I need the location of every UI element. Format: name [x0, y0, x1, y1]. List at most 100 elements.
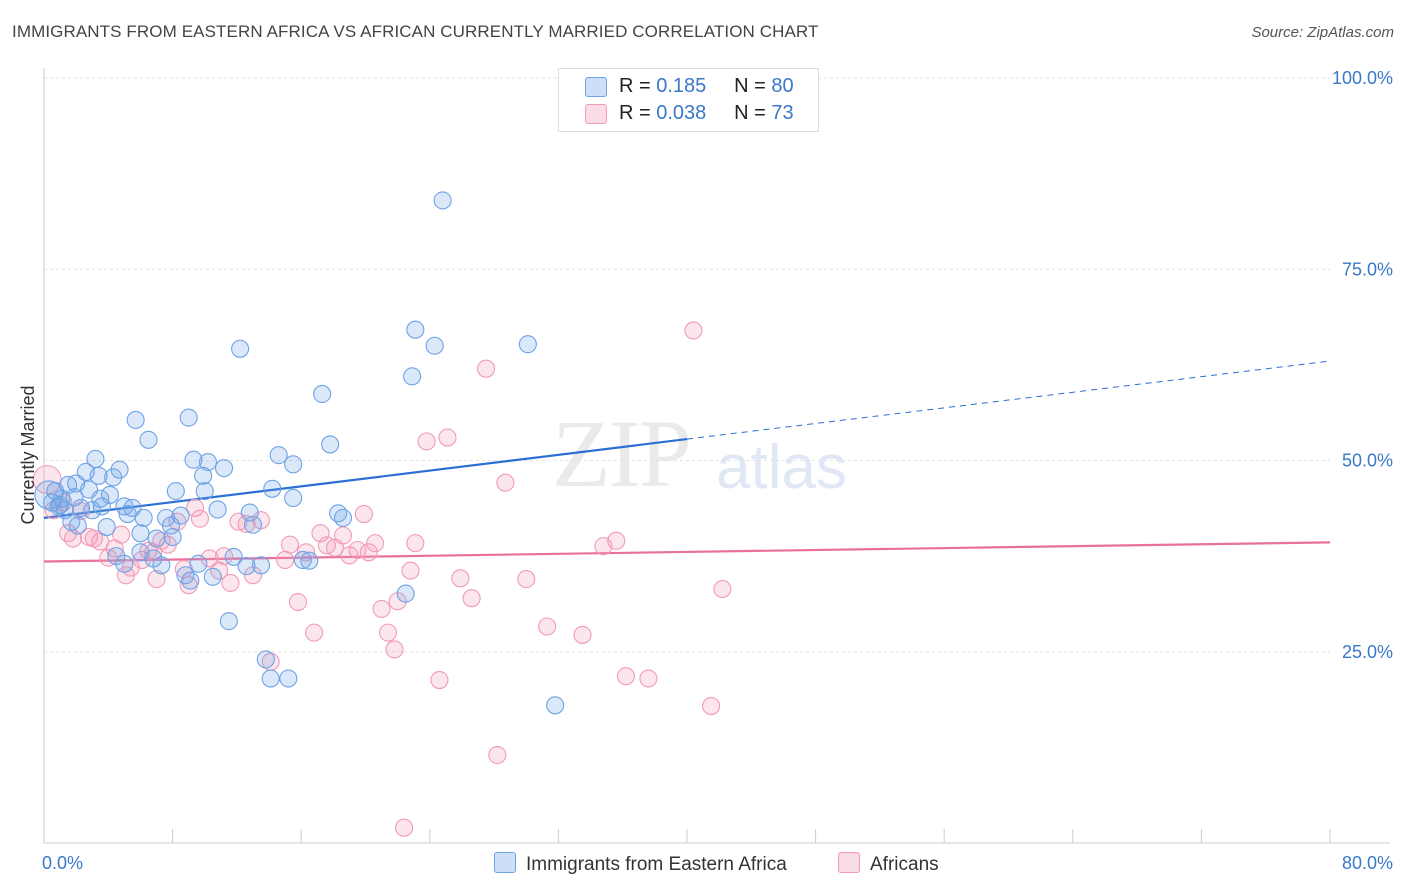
point-africans [366, 534, 385, 553]
data-points [32, 191, 732, 837]
point-africans [280, 535, 299, 554]
point-africans [354, 504, 373, 524]
point-africans [462, 589, 481, 608]
point-africans [451, 569, 470, 588]
point-eastern-africa [251, 556, 271, 575]
point-eastern-africa [269, 446, 288, 465]
point-eastern-africa [214, 459, 234, 478]
point-eastern-africa [161, 516, 181, 535]
point-eastern-africa [179, 408, 198, 427]
bottom-legend-pink: Africans [838, 852, 939, 876]
point-africans [538, 617, 557, 636]
legend-pink-r: 0.038 [656, 102, 707, 124]
point-africans [488, 745, 507, 765]
point-africans [190, 509, 209, 528]
point-africans [477, 359, 496, 378]
point-eastern-africa [91, 489, 110, 508]
watermark-atlas: atlas [716, 433, 847, 502]
point-eastern-africa [147, 529, 166, 548]
trend-lines [43, 360, 1331, 563]
legend-pink-n: 73 [771, 102, 794, 124]
point-eastern-africa [194, 466, 213, 485]
point-africans [713, 579, 732, 599]
point-eastern-africa [198, 452, 218, 472]
point-africans [607, 531, 626, 550]
point-africans [359, 543, 378, 562]
point-eastern-africa [65, 488, 84, 507]
point-eastern-africa [152, 556, 171, 575]
point-eastern-africa [115, 554, 134, 573]
point-eastern-africa [176, 566, 195, 585]
axes [43, 68, 1390, 844]
point-africans [395, 818, 414, 837]
point-africans [305, 623, 324, 642]
point-eastern-africa [171, 506, 190, 525]
y-tick-label: 100.0% [1332, 68, 1393, 88]
point-eastern-africa [139, 430, 158, 449]
bottom-legend-blue-label: Immigrants from Eastern Africa [526, 854, 787, 875]
legend-blue-n: 80 [771, 75, 794, 97]
y-tick-label: 50.0% [1342, 451, 1393, 471]
legend-swatch-pink [585, 104, 607, 124]
point-eastern-africa [71, 498, 91, 517]
bottom-legend-pink-label: Africans [870, 854, 939, 875]
point-eastern-africa [219, 612, 238, 631]
point-africans [684, 321, 703, 340]
point-africans [276, 550, 295, 570]
point-eastern-africa [261, 669, 280, 688]
point-eastern-africa [55, 501, 74, 520]
point-africans [616, 667, 635, 686]
point-eastern-africa [68, 516, 87, 535]
point-eastern-africa [195, 482, 214, 501]
x-tick-label: 0.0% [42, 853, 83, 873]
point-eastern-africa [333, 508, 353, 527]
point-africans [417, 432, 436, 451]
trend-line-africans [43, 541, 1331, 563]
x-tick-label: 80.0% [1342, 853, 1393, 873]
y-tick-label: 75.0% [1342, 259, 1393, 279]
point-africans [385, 640, 404, 659]
point-eastern-africa [67, 474, 86, 493]
correlation-legend: R = 0.185 N = 80 R = 0.038 N = 73 [558, 68, 819, 132]
bottom-legend-swatch-pink [838, 852, 860, 873]
point-eastern-africa [163, 527, 182, 547]
point-africans [333, 526, 353, 545]
point-africans [112, 525, 131, 544]
point-eastern-africa [518, 335, 537, 354]
legend-n-label: N = [734, 75, 766, 97]
bottom-legend-swatch-blue [494, 852, 516, 873]
point-eastern-africa [203, 567, 222, 586]
legend-r-label: R = [619, 102, 651, 124]
point-eastern-africa [279, 669, 298, 688]
point-eastern-africa [240, 503, 259, 522]
point-africans [214, 547, 234, 566]
chart-title: IMMIGRANTS FROM EASTERN AFRICA VS AFRICA… [12, 22, 819, 41]
point-africans [438, 428, 457, 447]
point-eastern-africa [166, 482, 185, 501]
point-africans [147, 570, 166, 589]
point-africans [401, 561, 420, 580]
point-africans [348, 540, 367, 560]
point-africans [237, 514, 256, 534]
point-eastern-africa [433, 191, 452, 210]
point-eastern-africa [51, 495, 70, 514]
point-africans [288, 592, 308, 612]
point-eastern-africa [134, 508, 153, 527]
point-eastern-africa [284, 488, 303, 508]
point-eastern-africa [126, 410, 145, 430]
y-axis-label: Currently Married [18, 385, 38, 524]
tick-labels: 25.0% 50.0% 75.0% 100.0% 0.0% 80.0% [42, 68, 1393, 873]
legend-r-label: R = [619, 75, 651, 97]
point-eastern-africa [189, 554, 208, 573]
point-eastern-africa [97, 518, 116, 537]
point-eastern-africa [131, 524, 150, 543]
legend-n-label: N = [734, 102, 766, 124]
y-tick-label: 25.0% [1342, 642, 1393, 662]
point-eastern-africa [115, 497, 134, 516]
point-africans [517, 570, 536, 589]
point-eastern-africa [237, 557, 256, 576]
point-eastern-africa [403, 367, 422, 386]
bottom-legend-blue: Immigrants from Eastern Africa [494, 852, 787, 876]
point-africans [406, 534, 425, 553]
